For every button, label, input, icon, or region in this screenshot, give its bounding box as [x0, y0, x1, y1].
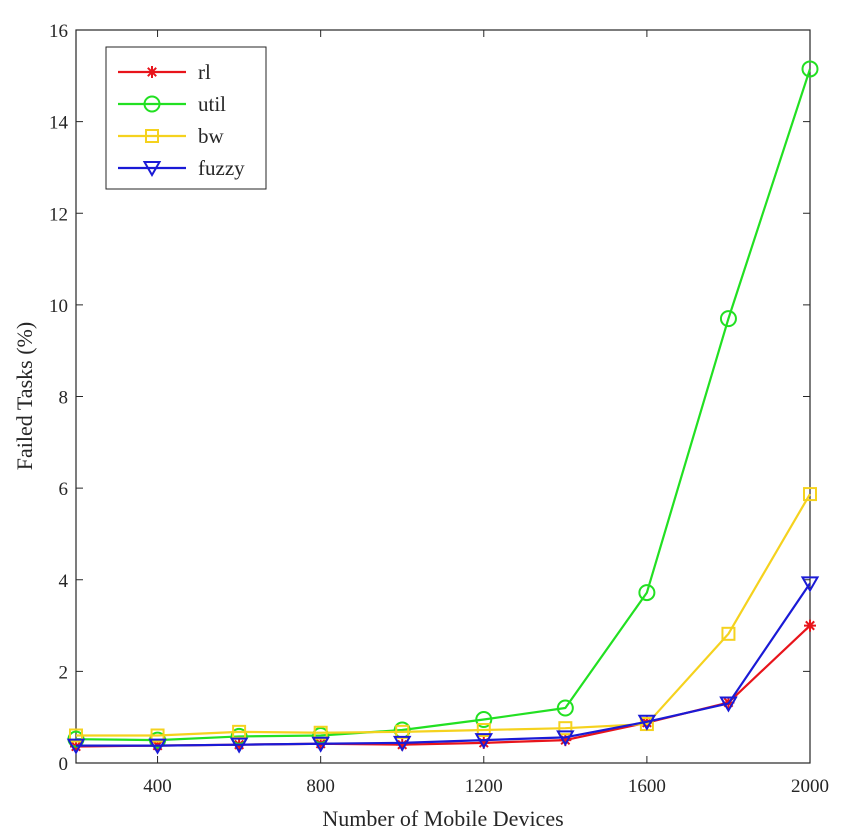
legend-marker [143, 95, 161, 113]
axis-ticks: 0 2 4 6 8 10 12 14 16 400 800 1200 1600 2000 [49, 21, 829, 797]
legend-item-util: util [118, 92, 226, 116]
series-line-bw [76, 493, 811, 737]
data-point-util [475, 710, 493, 728]
legend-item-fuzzy: fuzzy [118, 156, 245, 180]
data-point-fuzzy [66, 738, 86, 755]
legend-label: bw [198, 124, 225, 148]
data-point-bw [803, 487, 817, 502]
y-tick-label: 16 [49, 21, 68, 42]
series-line-util [75, 68, 812, 742]
data-point-fuzzy [719, 696, 738, 713]
y-axis-label: Failed Tasks (%) [12, 322, 37, 470]
x-tick-label: 1600 [628, 776, 666, 797]
series-line-fuzzy [76, 582, 811, 747]
y-tick-label: 10 [49, 296, 68, 317]
data-point-rl [477, 736, 490, 749]
legend-marker [145, 129, 159, 143]
legend-marker [142, 161, 162, 178]
data-point-util [638, 584, 656, 602]
legend-label: util [198, 92, 226, 116]
legend-item-rl: rl [118, 60, 211, 84]
data-point-util [801, 60, 819, 78]
y-tick-label: 2 [59, 662, 69, 683]
y-tick-label: 0 [59, 754, 69, 775]
series-bw [69, 487, 817, 743]
data-point-bw [395, 724, 410, 739]
data-point-fuzzy [311, 736, 330, 753]
y-tick-label: 6 [59, 479, 69, 500]
data-point-fuzzy [229, 737, 249, 754]
data-point-bw [313, 725, 328, 740]
y-tick-label: 4 [59, 571, 69, 592]
data-point-bw [150, 728, 165, 743]
x-axis-label: Number of Mobile Devices [322, 806, 563, 831]
data-point-util [719, 310, 737, 328]
data-point-bw [69, 728, 83, 743]
x-tick-label: 1200 [465, 776, 503, 797]
data-point-util [556, 699, 574, 717]
legend-box [105, 46, 267, 190]
legend-item-bw: bw [118, 124, 225, 148]
x-tick-label: 2000 [791, 776, 829, 797]
data-point-fuzzy [148, 738, 167, 755]
data-point-bw [476, 723, 491, 738]
series-layer [66, 60, 820, 755]
data-point-fuzzy [392, 735, 412, 752]
data-point-rl [559, 734, 572, 747]
data-point-rl [804, 619, 816, 632]
data-point-fuzzy [556, 730, 575, 747]
data-point-fuzzy [800, 576, 820, 593]
y-tick-label: 12 [49, 204, 68, 225]
data-point-fuzzy [637, 714, 657, 731]
series-fuzzy [66, 576, 820, 755]
legend-marker [146, 66, 158, 78]
legend-label: fuzzy [198, 156, 245, 180]
y-tick-label: 14 [49, 113, 69, 134]
legend-label: rl [198, 60, 211, 84]
x-tick-label: 800 [306, 776, 335, 797]
data-point-bw [721, 626, 736, 641]
legend: rl util bw fuzzy [105, 46, 267, 190]
data-point-bw [558, 721, 573, 736]
x-tick-label: 400 [143, 776, 172, 797]
data-point-rl [396, 738, 409, 751]
y-tick-label: 8 [59, 388, 69, 409]
data-point-fuzzy [474, 733, 494, 750]
